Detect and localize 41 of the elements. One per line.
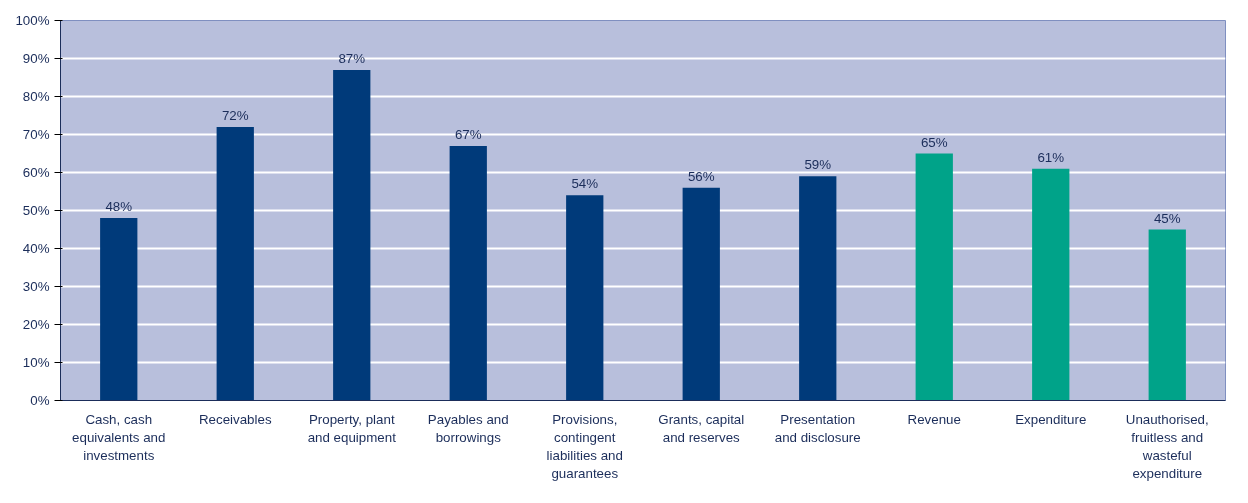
x-tick-label: Receivables	[198, 411, 272, 427]
y-tick-label: 30%	[22, 279, 50, 294]
data-label: 56%	[687, 168, 715, 184]
x-tick-label: Revenue	[907, 411, 961, 427]
y-tick-label: 80%	[22, 89, 50, 104]
bar	[915, 153, 953, 401]
data-label: 45%	[1153, 210, 1181, 226]
bar	[682, 187, 720, 401]
data-label: 54%	[571, 176, 599, 192]
bar	[799, 176, 837, 401]
x-tick-label: Presentation and disclosure	[774, 411, 861, 445]
y-tick-label: 0%	[30, 393, 50, 408]
y-tick-label: 40%	[22, 241, 50, 256]
x-tick-label: Provisions, contingent liabilities and guarantees	[546, 411, 623, 481]
bar	[1148, 229, 1186, 401]
data-label: 87%	[338, 50, 366, 66]
bar	[449, 145, 487, 401]
x-tick-label: Payables and borrowings	[427, 411, 509, 445]
bar	[100, 218, 138, 401]
x-tick-label: Grants, capital and reserves	[658, 411, 745, 445]
bar	[1032, 168, 1070, 401]
bar	[333, 69, 371, 401]
y-tick-label: 50%	[22, 203, 50, 218]
y-tick-label: 60%	[22, 165, 50, 180]
data-label: 67%	[454, 126, 482, 142]
data-label: 65%	[920, 134, 948, 150]
x-tick-label: Cash, cash equivalents and investments	[72, 411, 166, 463]
x-tick-label: Property, plant and equipment	[307, 411, 397, 445]
data-label: 59%	[804, 157, 832, 173]
y-tick-label: 100%	[15, 13, 50, 28]
y-tick-label: 20%	[22, 317, 50, 332]
data-label: 72%	[221, 107, 249, 123]
y-tick-label: 10%	[22, 355, 50, 370]
data-label: 48%	[105, 199, 133, 215]
y-tick-label: 70%	[22, 127, 50, 142]
bar	[566, 195, 604, 401]
bar	[216, 126, 254, 401]
x-tick-label: Expenditure	[1015, 411, 1087, 427]
data-label: 61%	[1037, 149, 1065, 165]
x-tick-label: Unauthorised, fruitless and wasteful expenditure	[1125, 411, 1209, 481]
y-tick-label: 90%	[22, 51, 50, 66]
